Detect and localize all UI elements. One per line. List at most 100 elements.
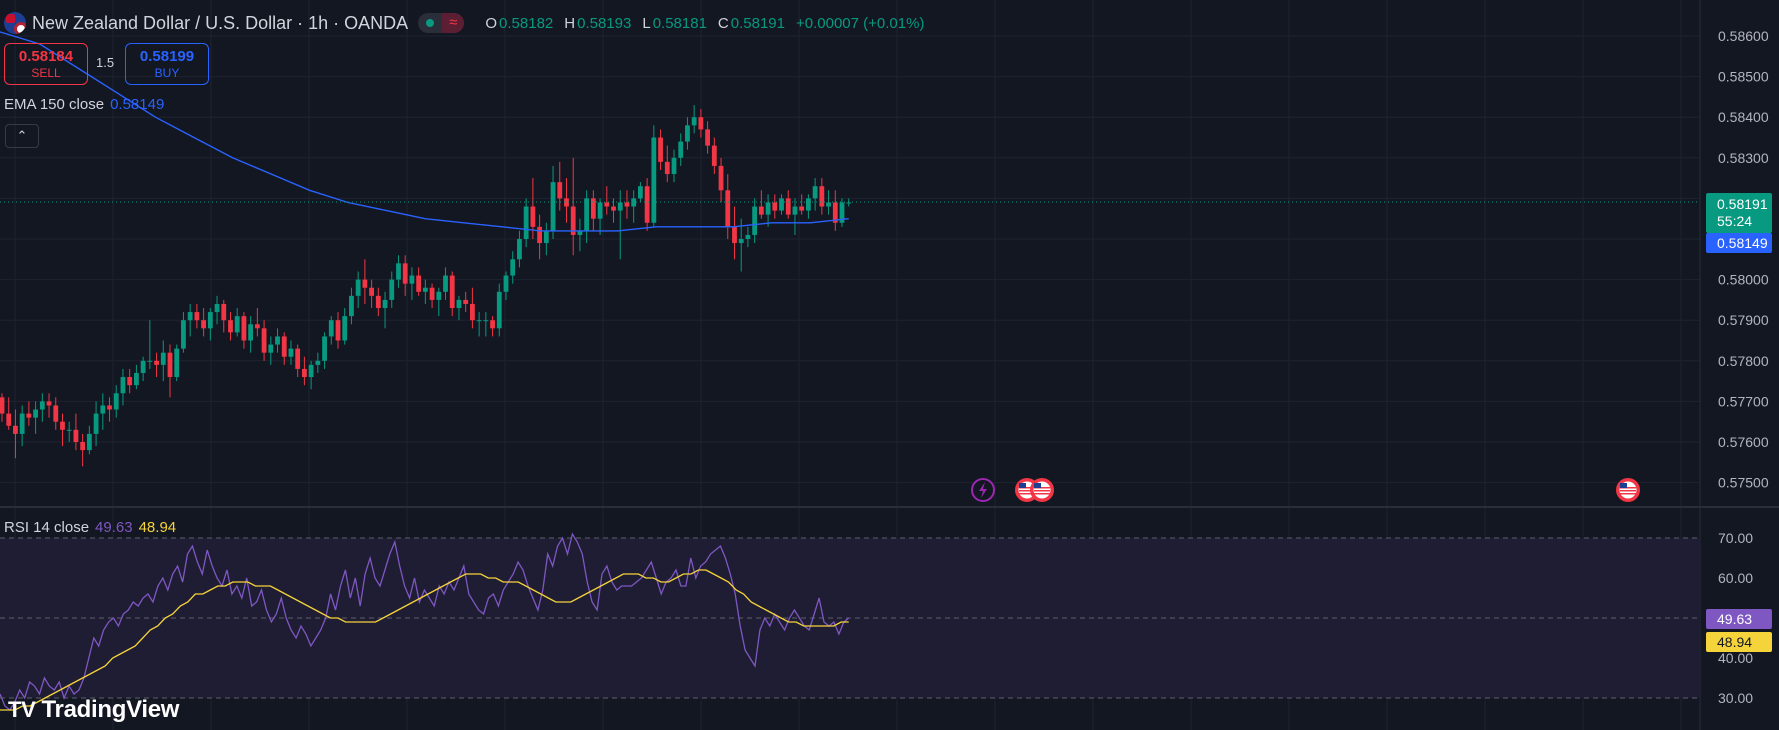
candle-body <box>429 287 435 300</box>
spread-value: 1.5 <box>96 55 115 70</box>
symbol-header[interactable]: New Zealand Dollar / U.S. Dollar · 1h · … <box>4 10 926 36</box>
candle-body <box>335 320 341 341</box>
tradingview-logo[interactable]: TV TradingView <box>8 696 179 724</box>
change-value: +0.00007 (+0.01%) <box>796 14 925 32</box>
candle-body <box>698 117 704 130</box>
candle-body <box>13 425 18 434</box>
candle-body <box>113 393 119 410</box>
low-value: 0.58181 <box>652 14 707 32</box>
candle-body <box>799 206 805 211</box>
candle-body <box>254 324 260 329</box>
us-flag-stripe <box>1034 490 1050 492</box>
candle-body <box>718 165 724 191</box>
rsi-legend[interactable]: RSI 14 close 49.63 48.94 <box>4 519 176 536</box>
ema-legend[interactable]: EMA 150 close 0.58149 <box>4 96 164 113</box>
price-tick-label: 0.58400 <box>1718 109 1769 125</box>
price-tick-label: 0.58600 <box>1718 28 1769 44</box>
price-tick-label: 0.57900 <box>1718 312 1769 328</box>
us-flag-canton <box>1620 483 1627 488</box>
candle-body <box>342 316 348 341</box>
candle-body <box>302 368 307 378</box>
candle-body <box>685 125 690 142</box>
candle-body <box>449 275 455 309</box>
candle-body <box>550 182 556 231</box>
candle-body <box>93 413 99 434</box>
rsi-value: 49.63 <box>95 519 133 536</box>
high-value: 0.58193 <box>577 14 632 32</box>
candle-body <box>0 397 5 414</box>
us-flag-stripe <box>1019 487 1035 489</box>
us-flag-canton <box>1034 483 1041 488</box>
candle-body <box>234 316 240 333</box>
candle-body <box>785 198 791 215</box>
nzd-usd-flag-icon <box>4 12 26 34</box>
candle-body <box>355 279 361 296</box>
sell-button[interactable]: 0.58184 SELL <box>4 43 88 85</box>
open-value: 0.58182 <box>499 14 554 32</box>
tradingview-logo-icon: TV <box>8 697 36 722</box>
rsi-tick-label: 30.00 <box>1718 690 1753 706</box>
candle-body <box>228 320 233 333</box>
candle-body <box>60 421 65 430</box>
collapse-legend-button[interactable]: ⌃ <box>5 124 39 148</box>
rsi-ma-badge: 48.94 <box>1706 632 1772 652</box>
wave-icon: ≈ <box>442 13 465 33</box>
close-label: C <box>717 14 729 32</box>
candle-body <box>678 141 684 158</box>
economic-events <box>971 478 1640 502</box>
candle-body <box>832 202 838 223</box>
symbol-title[interactable]: New Zealand Dollar / U.S. Dollar · 1h · … <box>32 12 409 33</box>
candle-body <box>644 186 650 223</box>
us-flag-stripe <box>1620 493 1636 495</box>
candle-body <box>537 226 542 244</box>
us-flag-stripe <box>1019 493 1035 495</box>
candle-body <box>322 336 327 361</box>
rsi-line <box>0 532 850 711</box>
candle-body <box>638 186 643 199</box>
candle-body <box>268 344 274 353</box>
candle-body <box>792 206 798 215</box>
candle-body <box>483 320 489 322</box>
candle-body <box>456 299 462 309</box>
candle-body <box>812 186 818 199</box>
candle-body <box>147 360 153 362</box>
market-status[interactable]: ≈ <box>418 13 465 33</box>
price-tick-label: 0.58500 <box>1718 69 1769 85</box>
candle-body <box>315 360 321 365</box>
candle-body <box>281 336 287 357</box>
candle-body <box>557 182 563 199</box>
candle-body <box>624 202 630 207</box>
candle-body <box>194 312 200 321</box>
candle-body <box>134 372 139 386</box>
candle-body <box>617 202 623 211</box>
sell-price: 0.58184 <box>18 48 74 65</box>
rsi-ma-value: 48.94 <box>138 519 177 536</box>
rsi-tick-label: 40.00 <box>1718 650 1753 666</box>
candle-body <box>248 324 254 341</box>
candle-body <box>167 352 173 378</box>
buy-button[interactable]: 0.58199 BUY <box>125 43 209 85</box>
candle-body <box>295 348 301 369</box>
candle-body <box>308 364 314 378</box>
candle-body <box>752 206 758 235</box>
last-price-text: 0.58191 <box>1717 196 1768 212</box>
candle-body <box>402 263 408 284</box>
us-flag-stripe <box>1034 487 1050 489</box>
candle-body <box>80 442 86 451</box>
candle-body <box>705 129 710 146</box>
candle-body <box>631 198 637 207</box>
candle-body <box>604 202 610 207</box>
candle-body <box>765 202 771 215</box>
candle-body <box>100 405 106 414</box>
candle-body <box>214 303 220 313</box>
candle-body <box>732 226 737 244</box>
candle-body <box>39 401 45 410</box>
candle-body <box>543 230 549 244</box>
candle-body <box>496 291 502 329</box>
candle-body <box>396 263 401 280</box>
candle-body <box>577 230 583 235</box>
candle-body <box>806 198 811 211</box>
price-tick-label: 0.58300 <box>1718 150 1769 166</box>
buy-price: 0.58199 <box>139 48 195 65</box>
